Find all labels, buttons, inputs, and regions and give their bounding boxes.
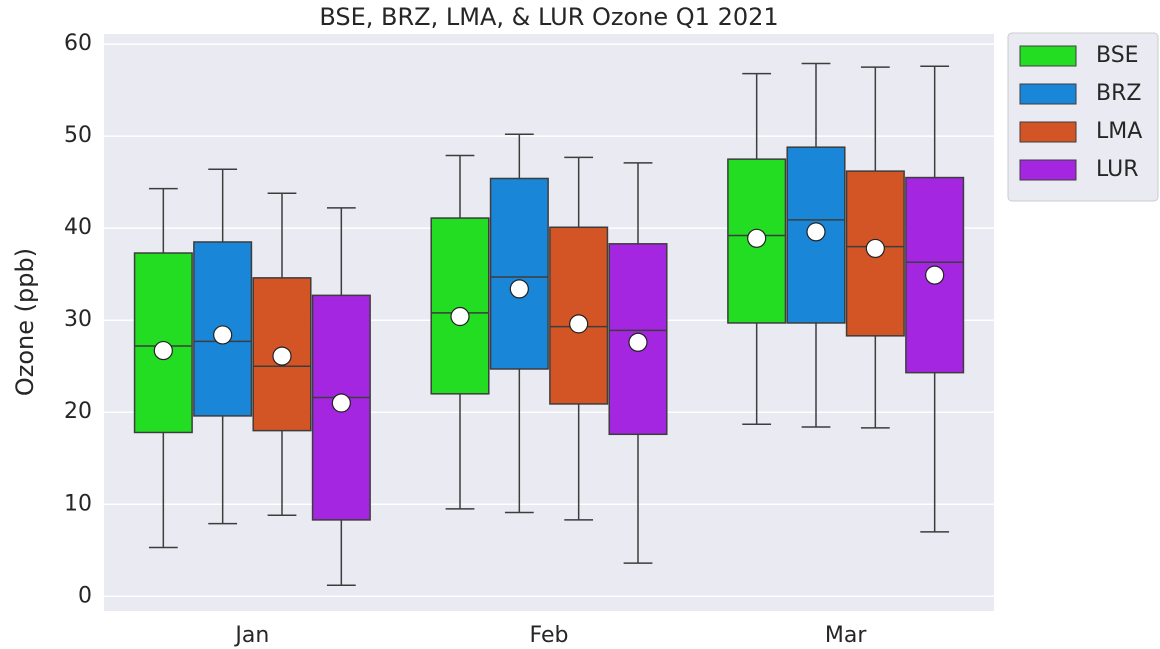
mean-marker — [747, 228, 767, 248]
legend-swatch — [1019, 159, 1077, 181]
y-tick-label: 40 — [64, 215, 92, 240]
y-tick-label: 50 — [64, 123, 92, 148]
box — [193, 241, 253, 417]
y-tick-label: 10 — [64, 491, 92, 516]
mean-marker — [569, 314, 589, 334]
box — [489, 177, 549, 370]
y-axis-label: Ozone (ppb) — [11, 248, 39, 396]
legend-label: BSE — [1096, 43, 1139, 68]
legend-swatch — [1019, 83, 1077, 105]
legend-label: LMA — [1096, 119, 1142, 144]
x-tick-label: Feb — [530, 623, 569, 648]
mean-marker — [806, 222, 826, 242]
box — [549, 226, 609, 405]
mean-marker — [925, 265, 945, 285]
mean-marker — [628, 332, 648, 352]
mean-marker — [331, 393, 351, 413]
y-tick-label: 30 — [64, 307, 92, 332]
mean-marker — [272, 346, 292, 366]
x-tick-label: Mar — [825, 623, 867, 648]
mean-marker — [153, 340, 173, 361]
y-tick-label: 0 — [78, 583, 92, 608]
legend — [1007, 32, 1159, 202]
y-tick-label: 20 — [64, 399, 92, 424]
chart-title: BSE, BRZ, LMA, & LUR Ozone Q1 2021 — [319, 3, 778, 31]
plot-area — [104, 34, 994, 611]
legend-swatch — [1019, 121, 1077, 143]
legend-label: LUR — [1096, 157, 1139, 182]
mean-marker — [509, 279, 529, 299]
mean-marker — [213, 325, 233, 345]
y-tick-label: 60 — [64, 31, 92, 56]
legend-swatch — [1019, 45, 1077, 67]
mean-marker — [450, 306, 470, 327]
box — [430, 217, 490, 395]
mean-marker — [865, 238, 885, 259]
x-tick-label: Jan — [233, 623, 269, 648]
legend-label: BRZ — [1096, 81, 1141, 106]
